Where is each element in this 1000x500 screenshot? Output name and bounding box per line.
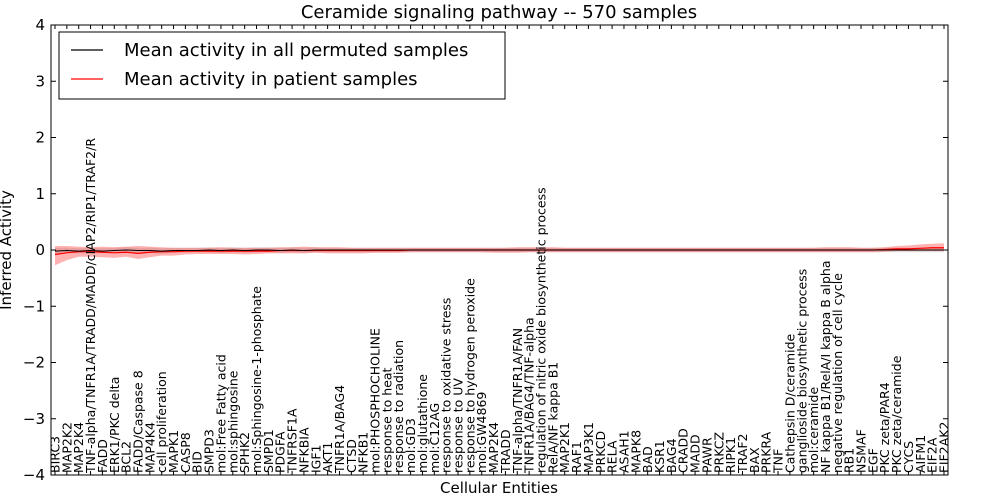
x-tick-label: response to UV	[451, 378, 466, 473]
x-tick-label: CASP8	[178, 432, 193, 473]
x-tick-label: mol:sphingosine	[225, 370, 240, 473]
x-tick-label: PAWR	[699, 437, 714, 473]
x-tick-label: MAP2K2	[59, 422, 74, 473]
x-tick-label: BID	[190, 451, 205, 473]
x-tick-label: negative regulation of cell cycle	[830, 273, 845, 473]
x-tick-label: RELA	[605, 440, 620, 473]
x-tick-label: PDGFA	[273, 431, 288, 473]
x-tick-label: TNFR1A/BAG4	[332, 385, 347, 474]
x-tick-label: MAP2K4	[71, 422, 86, 473]
legend-label-1: Mean activity in all permuted samples	[124, 40, 468, 61]
x-tick-label: response to oxidative stress	[439, 298, 454, 473]
x-tick-label: TNFRSF1A	[285, 408, 300, 474]
y-tick-label: −4	[23, 466, 45, 484]
y-tick-label: −2	[23, 354, 45, 372]
x-tick-label: mol:PHOSPHOCHOLINE	[368, 328, 383, 473]
x-tick-label: cell proliferation	[154, 371, 169, 473]
x-tick-label: FADD	[95, 439, 110, 473]
x-tick-label: CYCS	[901, 441, 916, 473]
x-tick-label: ASAH1	[616, 430, 631, 473]
x-tick-label: MAPK8	[628, 430, 643, 473]
y-tick-label: 3	[35, 72, 45, 90]
x-tick-label: EIF2AK2	[937, 422, 952, 473]
x-tick-label: KSR1	[652, 440, 667, 473]
x-tick-label: NSMAF	[854, 429, 869, 473]
x-tick-label: FADD/Caspase 8	[130, 370, 145, 473]
x-tick-label: SMPD3	[202, 429, 217, 473]
x-tick-label: response to heat	[379, 367, 394, 473]
x-tick-label: PKC zeta/PAR4	[877, 382, 892, 473]
x-tick-label: MAP2K4	[486, 422, 501, 473]
x-tick-label: EGF	[865, 448, 880, 473]
x-tick-label: BCL2	[119, 441, 134, 473]
x-tick-label: ERK1/PKC delta	[107, 377, 122, 473]
x-tick-label: BIRC3	[48, 436, 63, 473]
x-tick-label: TNF-alpha/TNFR1A/FAN	[510, 328, 525, 474]
x-tick-label: BAX	[747, 447, 762, 473]
x-tick-label: IGF1	[308, 444, 323, 473]
x-tick-label: AIFM1	[913, 435, 928, 473]
y-tick-label: 1	[35, 185, 45, 203]
x-tick-label: PRKCD	[593, 431, 608, 473]
chart-title: Ceramide signaling pathway -- 570 sample…	[301, 2, 697, 23]
x-tick-label: ganglioside biosynthetic process	[794, 269, 809, 473]
y-tick-label: −3	[23, 410, 45, 428]
x-tick-label: BAG4	[664, 438, 679, 473]
x-tick-label: TNF-alpha/TNFR1A/TRADD/MADD/cIAP2/RIP1/T…	[83, 138, 98, 474]
series-band-2	[55, 243, 944, 266]
x-tick-label: mol:GW4869	[474, 392, 489, 473]
legend: Mean activity in all permuted samples Mea…	[58, 31, 506, 100]
plot-area	[54, 243, 944, 266]
x-tick-label: CRADD	[676, 428, 691, 473]
x-tick-label: RelA/NF kappa B1	[545, 362, 560, 473]
x-tick-label: TRAF2	[735, 433, 750, 474]
x-tick-label: regulation of nitric oxide biosynthetic …	[533, 187, 548, 473]
x-tick-label: MAP4K4	[142, 422, 157, 473]
x-tick-label: mol:ceramide	[806, 387, 821, 473]
x-tick-label: RB1	[842, 448, 857, 473]
x-tick-label: TNF	[771, 449, 786, 474]
y-tick-label: 0	[35, 241, 45, 259]
y-tick-label: −1	[23, 297, 45, 315]
x-tick-label: response to hydrogen peroxide	[462, 278, 477, 473]
legend-box	[58, 31, 506, 100]
x-tick-label: MAPK1	[166, 430, 181, 473]
x-tick-label: NFKB1	[356, 432, 371, 473]
series-line-1	[54, 249, 944, 252]
x-tick-label: Cathepsin D/ceramide	[782, 333, 797, 473]
x-tick-label: mol:Free Fatty acid	[213, 354, 228, 473]
x-tick-label: mol:Sphingosine-1-phosphate	[249, 286, 264, 473]
x-axis-label: Cellular Entities	[440, 479, 558, 497]
x-tick-label: MAP3K1	[581, 422, 596, 473]
x-tick-label: mol:glutathione	[415, 374, 430, 473]
x-tick-label: NF kappa B1/RelA/I kappa B alpha	[818, 260, 833, 473]
x-tick-label: SMPD1	[261, 429, 276, 473]
x-tick-label: MADD	[688, 434, 703, 473]
x-tick-label: PRKCZ	[711, 432, 726, 473]
x-tick-label: RIPK1	[723, 437, 738, 473]
x-tick-label: RAF1	[569, 441, 584, 473]
x-tick-label: TRADD	[498, 429, 513, 474]
legend-label-2: Mean activity in patient samples	[124, 69, 418, 90]
y-tick-label: 2	[35, 129, 45, 147]
x-tick-label: CTSD	[344, 439, 359, 473]
x-tick-label: SPHK2	[237, 432, 252, 473]
x-tick-label: PRKRA	[759, 431, 774, 473]
x-tick-label: EIF2A	[925, 437, 940, 473]
x-tick-label: MAP2K1	[557, 422, 572, 473]
x-tick-label: mol:C12AG	[427, 403, 442, 473]
x-tick-label: response to radiation	[391, 340, 406, 473]
x-tick-label: AKT1	[320, 442, 335, 473]
x-tick-label: TNFR1A/BAG4/TNF-alpha	[522, 317, 537, 474]
x-tick-label: BAD	[640, 446, 655, 473]
x-tick-label: NFKBIA	[296, 427, 311, 473]
y-tick-label: 4	[35, 16, 45, 34]
x-tick-label: PKC zeta/ceramide	[889, 355, 904, 473]
axes: −4−3−2−101234BIRC3MAP2K2MAP2K4TNF-alpha/…	[23, 16, 952, 484]
x-tick-label: mol:GD3	[403, 418, 418, 473]
y-axis-label: Inferred Activity	[0, 190, 15, 310]
